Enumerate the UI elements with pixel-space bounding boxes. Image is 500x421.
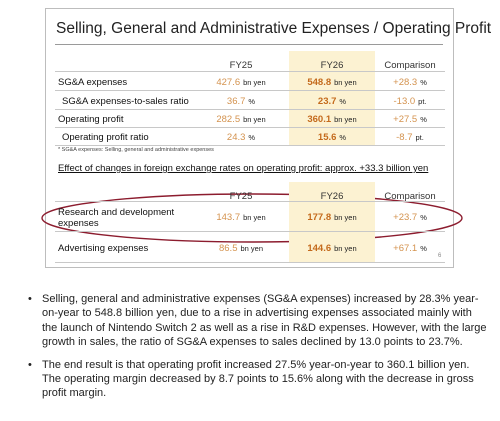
slide-title: Selling, General and Administrative Expe…	[56, 20, 492, 37]
value-cell: 427.6 bn yen	[195, 74, 287, 90]
value-cell: 282.5 bn yen	[195, 111, 287, 127]
row-separator	[55, 201, 445, 202]
value-cell: 15.6%	[289, 129, 375, 145]
row-separator	[55, 90, 445, 91]
row-separator	[55, 109, 445, 110]
value: 143.7	[216, 212, 241, 223]
fx-effect-note: Effect of changes in foreign exchange ra…	[58, 163, 429, 174]
row-separator	[55, 127, 445, 128]
value: 360.1	[307, 113, 332, 125]
row-label: SG&A expenses-to-sales ratio	[62, 93, 190, 109]
unit: bn yen	[334, 213, 357, 222]
unit: %	[248, 132, 256, 142]
unit: pt.	[418, 96, 427, 106]
column-header: FY25	[229, 191, 253, 202]
row-label: SG&A expenses	[58, 74, 190, 90]
column-header: FY25	[229, 60, 253, 71]
value: 15.6	[317, 131, 337, 143]
row-separator	[55, 145, 445, 146]
column-header: FY26	[320, 191, 344, 202]
row-label: Operating profit	[58, 111, 190, 127]
value: 23.7	[317, 95, 337, 107]
value: 144.6	[307, 243, 332, 254]
value: -13.0	[393, 95, 416, 107]
unit: %	[248, 96, 256, 106]
value: -8.7	[396, 131, 413, 143]
value: 282.5	[216, 113, 241, 125]
row-label-text: Operating profit	[58, 113, 124, 125]
column-header: Comparison	[384, 191, 436, 202]
value: 177.8	[307, 212, 332, 223]
footnote: * SG&A expenses: Selling, general and ad…	[58, 147, 214, 153]
unit: %	[420, 114, 427, 124]
fy26-highlight	[289, 51, 375, 145]
unit: %	[420, 213, 427, 222]
row-label: Operating profit ratio	[62, 129, 190, 145]
value: +67.1	[393, 243, 418, 254]
value: +23.7	[393, 212, 418, 223]
value: 24.3	[226, 131, 246, 143]
row-label: Research and development expenses	[58, 204, 190, 231]
value-cell: +23.7%	[375, 204, 445, 231]
unit: %	[339, 132, 347, 142]
value: +27.5	[393, 113, 418, 125]
value: 36.7	[226, 95, 246, 107]
unit: bn yen	[334, 114, 357, 124]
row-label-text: SG&A expenses	[58, 76, 128, 88]
unit: bn yen	[243, 114, 266, 124]
bullet-list: Selling, general and administrative expe…	[28, 292, 490, 409]
row-label-text: Research and development expenses	[58, 206, 175, 229]
unit: bn yen	[243, 213, 266, 222]
row-label-text: Operating profit ratio	[62, 131, 149, 143]
value-cell: 143.7 bn yen	[195, 204, 287, 231]
bullet-item: The end result is that operating profit …	[28, 358, 490, 401]
value-cell: 144.6 bn yen	[289, 235, 375, 262]
value-cell: +28.3%	[375, 74, 445, 90]
value: +28.3	[393, 76, 418, 88]
row-separator	[55, 71, 445, 72]
fy26-highlight	[289, 182, 375, 262]
title-rule	[55, 44, 443, 45]
value-cell: 360.1 bn yen	[289, 111, 375, 127]
column-header: FY26	[320, 60, 344, 71]
value-cell: 23.7%	[289, 93, 375, 109]
column-header: Comparison	[384, 60, 436, 71]
unit: %	[420, 77, 427, 87]
value-cell: 86.5 bn yen	[195, 235, 287, 262]
value-cell: 177.8 bn yen	[289, 204, 375, 231]
row-separator	[55, 262, 445, 263]
value-cell: 36.7%	[195, 93, 287, 109]
value-cell: 548.8 bn yen	[289, 74, 375, 90]
value-cell: 24.3%	[195, 129, 287, 145]
value-cell: -13.0 pt.	[375, 93, 445, 109]
page-number: 6	[438, 253, 442, 259]
row-label-text: Advertising expenses	[58, 243, 149, 254]
slide-frame	[45, 8, 454, 268]
unit: pt.	[415, 132, 424, 142]
value-cell: +67.1%	[375, 235, 445, 262]
unit: bn yen	[334, 77, 357, 87]
unit: bn yen	[334, 244, 357, 253]
value: 548.8	[307, 76, 332, 88]
unit: bn yen	[243, 77, 266, 87]
bullet-item: Selling, general and administrative expe…	[28, 292, 490, 350]
row-label-text: SG&A expenses-to-sales ratio	[62, 95, 189, 107]
unit: %	[339, 96, 347, 106]
unit: %	[420, 244, 427, 253]
value: 427.6	[216, 76, 241, 88]
value-cell: +27.5%	[375, 111, 445, 127]
unit: bn yen	[240, 244, 264, 253]
row-separator	[55, 231, 445, 232]
value: 86.5	[218, 243, 238, 254]
row-label: Advertising expenses	[58, 235, 190, 262]
value-cell: -8.7 pt.	[375, 129, 445, 145]
